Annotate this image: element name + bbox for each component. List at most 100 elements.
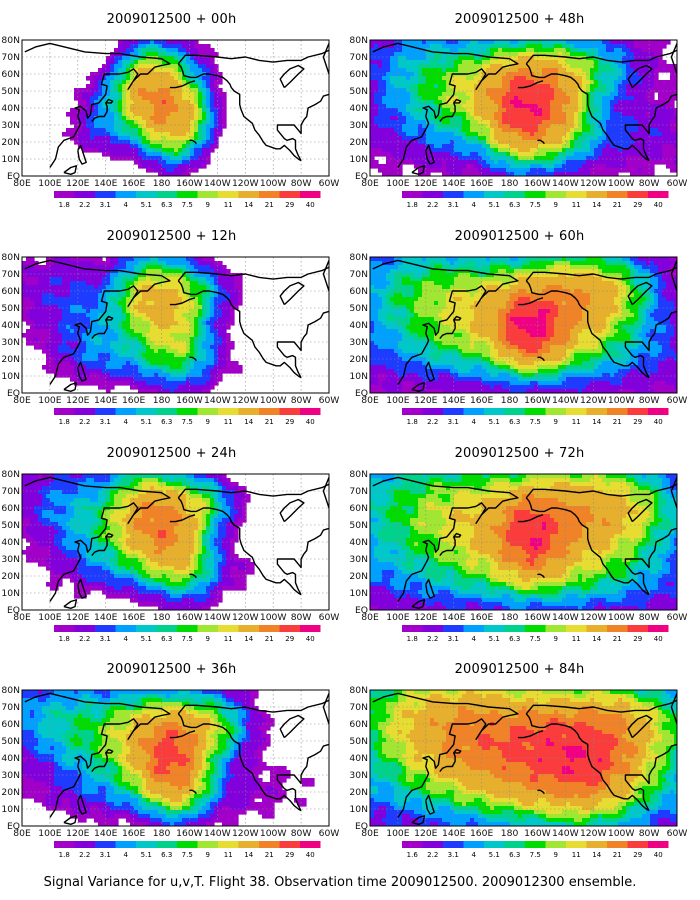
colorbar-label: 6.3 — [509, 201, 520, 209]
colorbar-swatch — [607, 191, 628, 198]
lat-label: 70N — [1, 52, 20, 63]
lat-label: 30N — [1, 120, 20, 131]
colorbar-label: 29 — [285, 418, 294, 426]
lon-label: 100W — [608, 828, 635, 839]
lon-label: 120E — [414, 395, 438, 406]
colorbar-swatch — [586, 408, 607, 415]
lat-label: 50N — [349, 303, 368, 314]
colorbar-swatch — [54, 841, 75, 848]
colorbar-swatch — [259, 625, 280, 632]
colorbar-label: 5.1 — [141, 418, 152, 426]
colorbar-swatch — [422, 625, 443, 632]
colorbar-swatch — [607, 841, 628, 848]
lon-label: 100E — [386, 612, 410, 623]
lon-label: 80E — [13, 178, 31, 189]
lon-label: 120E — [66, 828, 90, 839]
colorbar-label: 40 — [306, 635, 315, 643]
colorbar-label: 29 — [285, 201, 294, 209]
lon-label: 160W — [524, 612, 551, 623]
lon-label: 140W — [204, 395, 231, 406]
colorbar-swatch — [197, 841, 218, 848]
lon-label: 60W — [319, 395, 340, 406]
colorbar-label: 2.2 — [79, 635, 90, 643]
colorbar-swatch — [525, 841, 546, 848]
lon-label: 140E — [442, 178, 466, 189]
lon-label: 160E — [122, 395, 146, 406]
colorbar-swatch — [54, 625, 75, 632]
colorbar: 1.8 2.2 3.1 4 5.1 6.3 7.5 9 11 14 21 29 40 — [54, 841, 321, 859]
lon-label: 80W — [291, 612, 312, 623]
colorbar-label: 11 — [224, 201, 233, 209]
lon-label: 100E — [38, 395, 62, 406]
colorbar-swatch — [54, 408, 75, 415]
colorbar-swatch — [115, 408, 136, 415]
colorbar-swatch — [115, 841, 136, 848]
lon-label: 140W — [552, 828, 579, 839]
lat-label: 50N — [1, 303, 20, 314]
lon-label: 180 — [153, 612, 171, 623]
lon-label: 120W — [232, 612, 259, 623]
lon-label: 60W — [667, 178, 688, 189]
colorbar-label: 4 — [472, 201, 477, 209]
coastlines — [24, 42, 329, 176]
lat-label: 50N — [349, 520, 368, 531]
lon-label: 160W — [524, 828, 551, 839]
colorbar-label: 3.1 — [100, 201, 111, 209]
lon-label: 160W — [176, 612, 203, 623]
lon-label: 100W — [260, 612, 287, 623]
colorbar-swatch — [586, 191, 607, 198]
colorbar-swatch — [627, 408, 648, 415]
colorbar-swatch — [443, 408, 464, 415]
lat-label: 20N — [349, 571, 368, 582]
colorbar-swatch — [218, 625, 239, 632]
colorbar-swatch — [443, 625, 464, 632]
colorbar-swatch — [95, 408, 116, 415]
lon-label: 120W — [232, 828, 259, 839]
lon-label: 160W — [524, 395, 551, 406]
colorbar-label: 3.1 — [100, 851, 111, 859]
colorbar-swatch — [300, 841, 321, 848]
map-frame — [21, 39, 330, 177]
lat-label: 50N — [1, 86, 20, 97]
colorbar-label: 21 — [265, 635, 274, 643]
colorbar-swatch — [402, 625, 423, 632]
lat-label: 10N — [349, 588, 368, 599]
lon-label: 140E — [94, 828, 118, 839]
colorbar-label: 29 — [633, 851, 642, 859]
map-frame — [369, 473, 678, 611]
lon-label: 100W — [260, 178, 287, 189]
colorbar-label: 6.3 — [509, 418, 520, 426]
colorbar-label: 11 — [572, 635, 581, 643]
lat-label: 30N — [1, 337, 20, 348]
colorbar-label: 1.8 — [59, 851, 70, 859]
lon-label: 140E — [442, 828, 466, 839]
colorbar-swatch — [300, 625, 321, 632]
lat-label: 50N — [1, 736, 20, 747]
colorbar-label: 29 — [285, 635, 294, 643]
colorbar-swatch — [443, 191, 464, 198]
coastlines — [372, 259, 677, 392]
panel-title: 2009012500 + 84h — [455, 662, 585, 677]
colorbar-label: 2.2 — [79, 851, 90, 859]
lon-label: 100W — [608, 178, 635, 189]
lat-label: 20N — [1, 571, 20, 582]
lon-label: 100E — [386, 178, 410, 189]
colorbar-swatch — [607, 408, 628, 415]
colorbar-swatch — [279, 191, 300, 198]
colorbar-swatch — [238, 841, 259, 848]
lon-label: 140E — [94, 612, 118, 623]
lon-label: 80W — [639, 178, 660, 189]
lon-label: 160E — [122, 178, 146, 189]
lon-label: 160W — [176, 178, 203, 189]
lon-label: 60W — [319, 178, 340, 189]
colorbar-swatch — [136, 625, 157, 632]
colorbar-label: 14 — [592, 851, 601, 859]
lat-label: 20N — [349, 787, 368, 798]
lon-label: 80E — [361, 395, 379, 406]
colorbar-swatch — [627, 841, 648, 848]
colorbar-swatch — [177, 841, 198, 848]
lat-label: 60N — [1, 69, 20, 80]
colorbar-label: 1.8 — [407, 201, 418, 209]
colorbar-label: 4 — [124, 635, 129, 643]
